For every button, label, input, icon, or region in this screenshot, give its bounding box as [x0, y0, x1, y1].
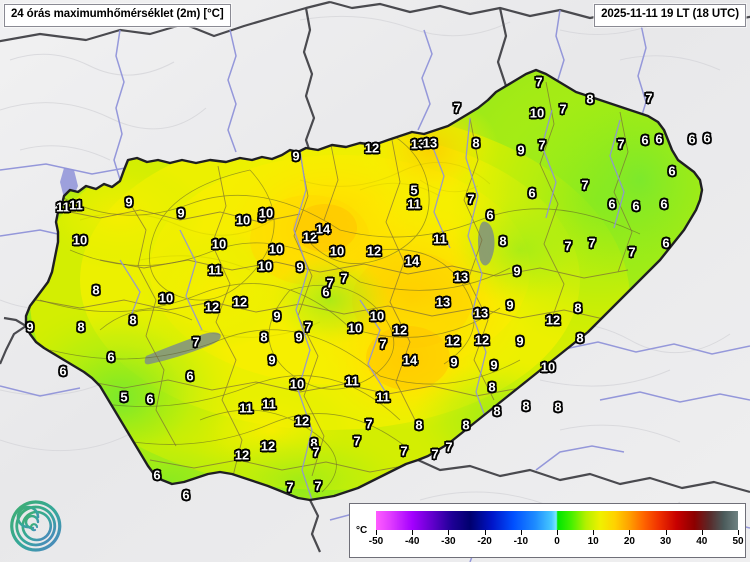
- color-bar: [376, 511, 738, 530]
- legend-tick-label: -20: [477, 536, 492, 547]
- legend-tick-label: 0: [554, 536, 560, 547]
- legend-tick: [412, 530, 414, 535]
- legend-tick-label: -30: [441, 536, 456, 547]
- legend-tick-label: -40: [404, 536, 420, 547]
- legend-tick: [593, 530, 595, 535]
- timestamp-label: 2025-11-11 19 LT (18 UTC): [594, 4, 746, 27]
- legend-tick: [701, 530, 703, 535]
- lake-balaton: [144, 332, 221, 365]
- legend-tick: [520, 530, 522, 535]
- legend-tick: [738, 530, 739, 535]
- legend-tick: [665, 530, 667, 535]
- legend-tick-label: 50: [732, 536, 744, 547]
- legend-tick: [484, 530, 486, 535]
- legend-tick-label: -50: [368, 536, 384, 547]
- legend-tick: [376, 530, 377, 535]
- legend-unit-label: °C: [356, 525, 368, 536]
- isotherms: [39, 119, 641, 493]
- legend-tick: [629, 530, 631, 535]
- spiral-logo: [8, 498, 64, 554]
- page-title: 24 órás maximumhőmérséklet (2m) [°C]: [4, 4, 231, 27]
- lake-tisza: [478, 221, 495, 266]
- legend-tick-label: 20: [623, 536, 635, 547]
- legend-tick: [448, 530, 450, 535]
- legend-tick-label: 40: [696, 536, 708, 547]
- hungary-border: [24, 68, 704, 502]
- legend-tick-label: 10: [587, 536, 599, 547]
- legend-tick: [557, 530, 558, 535]
- legend-tick-label: 30: [660, 536, 672, 547]
- color-scale-legend: °C -50 -40 -30 -20 -10 0 10 20 30 40 50: [349, 503, 746, 558]
- legend-tick-label: -10: [513, 536, 529, 547]
